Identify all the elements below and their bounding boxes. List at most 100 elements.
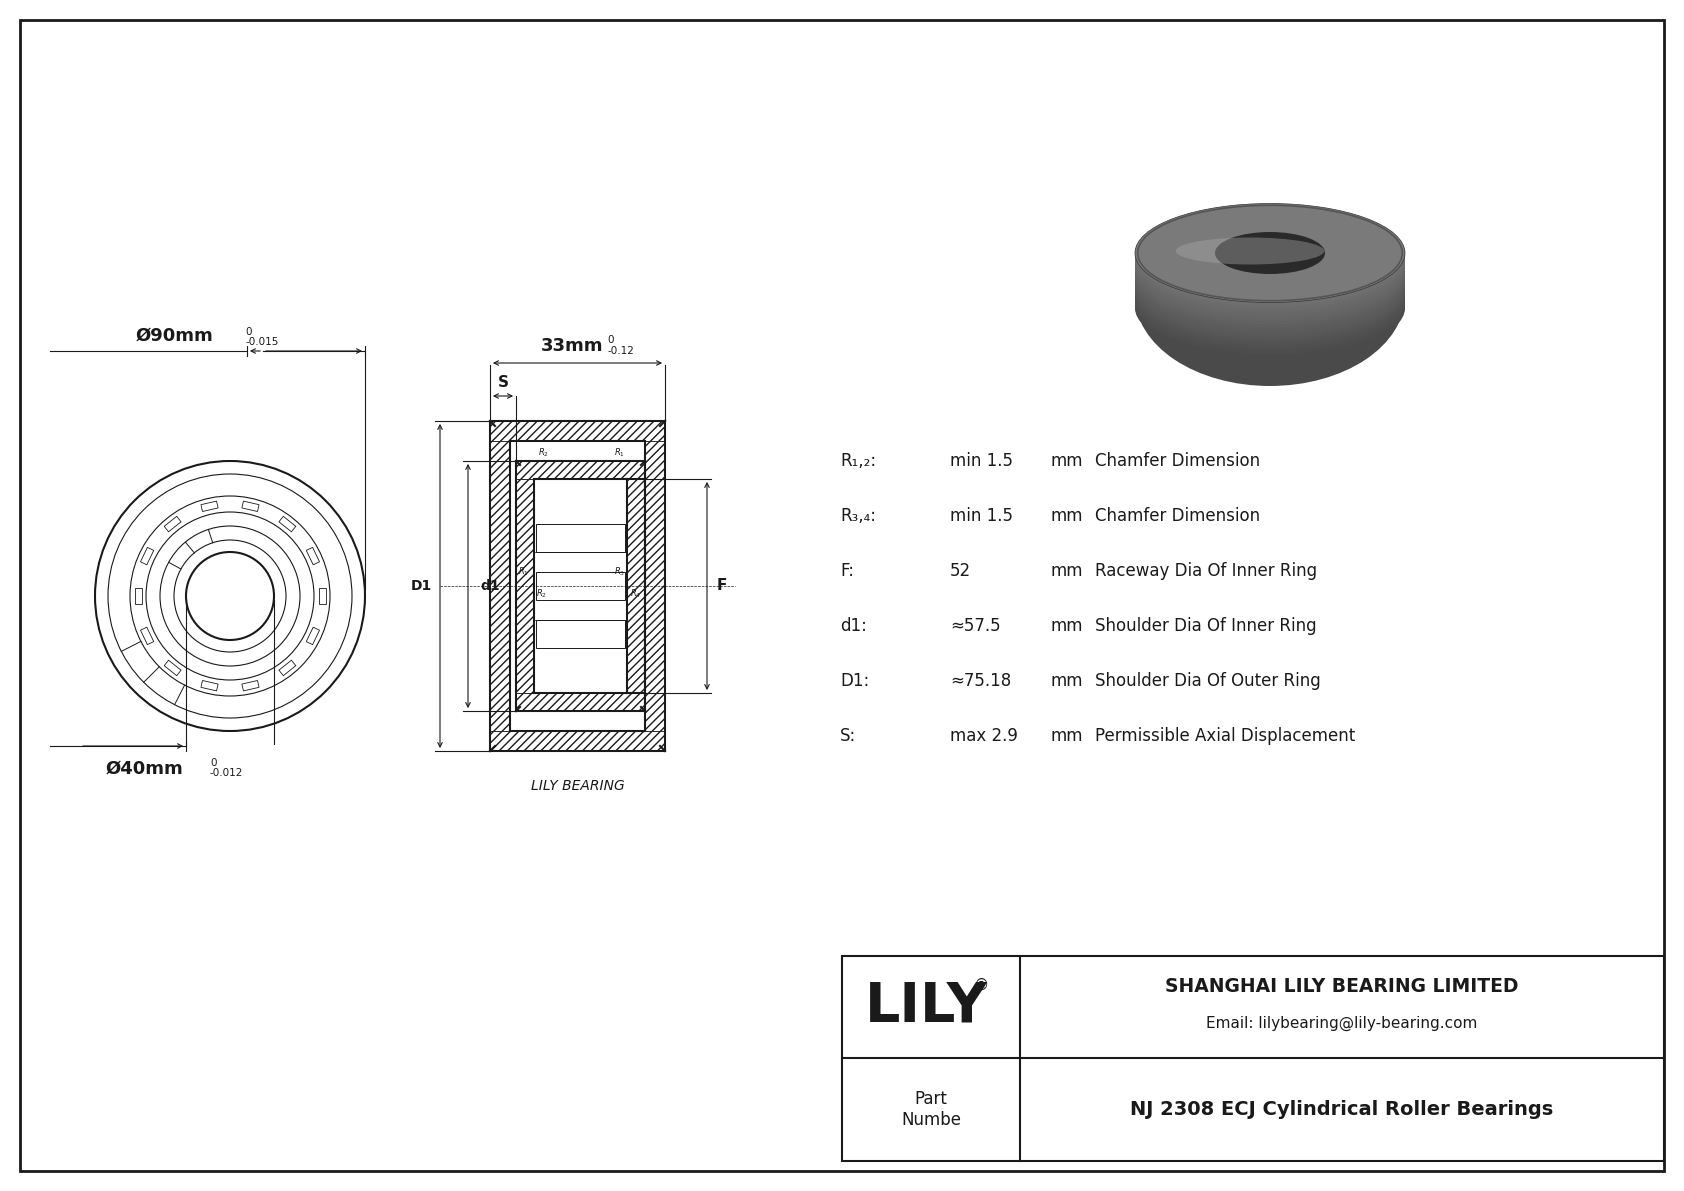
Bar [242, 501, 259, 511]
Ellipse shape [1135, 258, 1404, 357]
Ellipse shape [1135, 219, 1404, 318]
Text: mm: mm [1051, 507, 1083, 525]
Bar [515, 461, 645, 479]
Bar [490, 731, 665, 752]
Bar [242, 680, 259, 691]
Text: min 1.5: min 1.5 [950, 453, 1014, 470]
Text: Shoulder Dia Of Inner Ring: Shoulder Dia Of Inner Ring [1095, 617, 1317, 635]
Ellipse shape [1175, 237, 1324, 264]
Text: ≈57.5: ≈57.5 [950, 617, 1000, 635]
Bar [165, 660, 182, 675]
Text: ®: ® [973, 978, 989, 992]
Ellipse shape [1206, 251, 1335, 291]
Text: Shoulder Dia Of Outer Ring: Shoulder Dia Of Outer Ring [1095, 672, 1320, 690]
Text: $R_1$: $R_1$ [615, 447, 625, 459]
Bar [318, 588, 325, 604]
Ellipse shape [1135, 213, 1404, 312]
Ellipse shape [1135, 223, 1404, 322]
Text: min 1.5: min 1.5 [950, 507, 1014, 525]
Ellipse shape [1135, 241, 1404, 339]
Ellipse shape [1135, 243, 1404, 343]
Text: 52: 52 [950, 562, 972, 580]
Text: 0: 0 [608, 335, 615, 345]
Text: ≈75.18: ≈75.18 [950, 672, 1012, 690]
Text: mm: mm [1051, 617, 1083, 635]
Bar [306, 548, 320, 565]
Text: LILY: LILY [864, 980, 987, 1034]
Bar [306, 628, 320, 644]
Text: Chamfer Dimension: Chamfer Dimension [1095, 507, 1260, 525]
Text: D1:: D1: [840, 672, 869, 690]
Ellipse shape [1214, 232, 1325, 274]
Bar [280, 660, 296, 675]
Ellipse shape [1135, 237, 1404, 337]
Ellipse shape [1135, 211, 1404, 310]
Text: R₁,₂:: R₁,₂: [840, 453, 876, 470]
Ellipse shape [1135, 204, 1404, 303]
Text: mm: mm [1051, 672, 1083, 690]
Text: max 2.9: max 2.9 [950, 727, 1017, 746]
Text: $R_2$: $R_2$ [537, 447, 549, 459]
Ellipse shape [1135, 235, 1404, 333]
Text: Ø90mm: Ø90mm [136, 328, 214, 345]
Text: d1:: d1: [840, 617, 867, 635]
Bar [842, 956, 1664, 1161]
Ellipse shape [1135, 247, 1404, 345]
Text: 0: 0 [210, 757, 217, 768]
Text: LILY BEARING: LILY BEARING [530, 779, 625, 793]
Bar [536, 524, 625, 551]
Text: $R_3$: $R_3$ [615, 566, 625, 578]
Ellipse shape [1135, 249, 1404, 349]
Ellipse shape [1135, 229, 1404, 328]
Text: mm: mm [1051, 453, 1083, 470]
Bar [645, 441, 665, 731]
Text: NJ 2308 ECJ Cylindrical Roller Bearings: NJ 2308 ECJ Cylindrical Roller Bearings [1130, 1100, 1554, 1120]
Ellipse shape [1135, 256, 1404, 355]
Text: Part
Numbe: Part Numbe [901, 1090, 962, 1129]
Text: S: S [497, 375, 509, 389]
Ellipse shape [1135, 225, 1404, 324]
Bar [140, 548, 153, 565]
Bar [140, 628, 153, 644]
Text: d1: d1 [480, 579, 500, 593]
Ellipse shape [1135, 217, 1404, 316]
Ellipse shape [1135, 207, 1404, 306]
Bar [135, 588, 141, 604]
Bar [515, 693, 645, 711]
Text: F:: F: [840, 562, 854, 580]
Text: Raceway Dia Of Inner Ring: Raceway Dia Of Inner Ring [1095, 562, 1317, 580]
Text: SHANGHAI LILY BEARING LIMITED: SHANGHAI LILY BEARING LIMITED [1165, 978, 1519, 997]
Text: F: F [717, 579, 727, 593]
Text: 33mm: 33mm [541, 337, 605, 355]
Ellipse shape [1135, 205, 1404, 304]
Bar [200, 501, 219, 511]
Bar [200, 680, 219, 691]
Text: $R_1$: $R_1$ [519, 566, 529, 578]
Text: mm: mm [1051, 727, 1083, 746]
Bar [536, 621, 625, 648]
Text: $R_2$: $R_2$ [536, 588, 547, 600]
Text: Email: lilybearing@lily-bearing.com: Email: lilybearing@lily-bearing.com [1206, 1016, 1477, 1030]
Bar [165, 517, 182, 532]
Text: Chamfer Dimension: Chamfer Dimension [1095, 453, 1260, 470]
Text: $R_4$: $R_4$ [630, 588, 642, 600]
Bar [490, 441, 510, 731]
Text: S:: S: [840, 727, 855, 746]
Bar [490, 420, 665, 441]
Ellipse shape [1135, 252, 1404, 351]
Text: -0.12: -0.12 [608, 347, 635, 356]
Text: Ø40mm: Ø40mm [106, 760, 184, 778]
Text: -0.012: -0.012 [210, 768, 244, 778]
Text: -0.015: -0.015 [244, 337, 278, 347]
Ellipse shape [1135, 206, 1404, 386]
Ellipse shape [1135, 231, 1404, 330]
Text: D1: D1 [411, 579, 433, 593]
Text: Permissible Axial Displacement: Permissible Axial Displacement [1095, 727, 1356, 746]
Bar [536, 572, 625, 600]
Text: 0: 0 [244, 328, 251, 337]
Bar [515, 479, 534, 693]
Bar [626, 479, 645, 693]
Text: R₃,₄:: R₃,₄: [840, 507, 876, 525]
Text: mm: mm [1051, 562, 1083, 580]
Ellipse shape [1219, 255, 1320, 287]
